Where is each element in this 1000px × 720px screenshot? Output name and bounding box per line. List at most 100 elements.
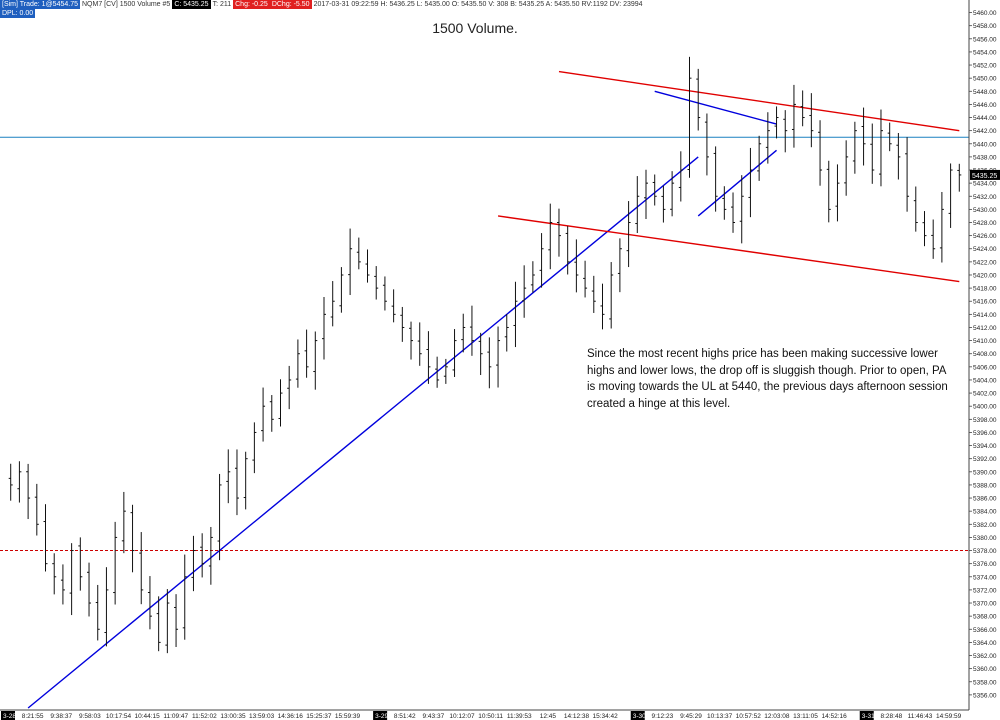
y-tick-label: 5378.00 — [973, 548, 997, 555]
x-tick-label: 9:58:03 — [79, 713, 101, 720]
y-tick-label: 5458.00 — [973, 23, 997, 30]
date-marker — [373, 711, 388, 720]
x-tick-label: 15:25:37 — [306, 713, 332, 720]
y-tick-label: 5438.00 — [973, 154, 997, 161]
wedge-upper-trendline — [654, 90, 777, 125]
x-tick-label: 3-28 — [3, 713, 16, 720]
y-tick-label: 5452.00 — [973, 63, 997, 70]
wedge-lower-trendline — [697, 149, 777, 217]
y-tick-label: 5386.00 — [973, 496, 997, 503]
y-tick-label: 5356.00 — [973, 692, 997, 699]
y-tick-label: 5442.00 — [973, 128, 997, 135]
x-tick-label: 10:44:15 — [134, 713, 160, 720]
y-tick-label: 5364.00 — [973, 640, 997, 647]
y-tick-label: 5440.00 — [973, 141, 997, 148]
y-tick-label: 5368.00 — [973, 614, 997, 621]
x-tick-label: 14:12:38 — [564, 713, 590, 720]
y-tick-label: 5420.00 — [973, 272, 997, 279]
y-tick-label: 5384.00 — [973, 509, 997, 516]
y-tick-label: 5416.00 — [973, 299, 997, 306]
channel-lower-trendline — [497, 215, 960, 283]
x-tick-label: 11:46:43 — [908, 713, 933, 720]
x-tick-label: 3-30 — [633, 713, 646, 720]
y-tick-label: 5414.00 — [973, 312, 997, 319]
ohlc-bars — [8, 56, 962, 654]
x-tick-label: 14:52:16 — [821, 713, 847, 720]
x-tick-label: 3-29 — [375, 713, 388, 720]
y-tick-label: 5418.00 — [973, 286, 997, 293]
y-tick-label: 5460.00 — [973, 10, 997, 17]
trendlines — [27, 70, 960, 709]
y-tick-label: 5390.00 — [973, 469, 997, 476]
header-field: Chg: -0.25 — [233, 0, 270, 9]
y-tick-label: 5372.00 — [973, 587, 997, 594]
x-tick-label: 10:50:11 — [478, 713, 503, 720]
y-tick-label: 5370.00 — [973, 601, 997, 608]
horizontal-levels — [0, 136, 969, 552]
y-tick-label: 5406.00 — [973, 364, 997, 371]
y-tick-label: 5428.00 — [973, 220, 997, 227]
header-field: NQM7 [CV] 1500 Volume #5 — [79, 0, 173, 9]
y-tick-label: 5392.00 — [973, 456, 997, 463]
date-marker — [859, 711, 874, 720]
x-tick-label: 12:45 — [540, 713, 557, 720]
support-trendline — [27, 156, 699, 709]
x-tick-label: 9:38:37 — [50, 713, 72, 720]
header-field: 2017-03-31 09:22:59 H: 5436.25 L: 5435.0… — [311, 0, 645, 9]
chart-title: 1500 Volume. — [432, 20, 518, 36]
x-tick-label: 13:00:35 — [220, 713, 246, 720]
x-tick-label: 14:59:59 — [936, 713, 962, 720]
channel-upper-trendline — [558, 70, 960, 132]
y-axis-panel — [969, 0, 1000, 720]
y-tick-label: 5362.00 — [973, 653, 997, 660]
y-tick-label: 5430.00 — [973, 207, 997, 214]
header-field: C: 5435.25 — [172, 0, 211, 9]
y-tick-label: 5374.00 — [973, 574, 997, 581]
x-tick-label: 15:59:39 — [335, 713, 361, 720]
y-tick-label: 5408.00 — [973, 351, 997, 358]
y-tick-label: 5448.00 — [973, 89, 997, 96]
header-field: DChg: -5.50 — [269, 0, 312, 9]
y-tick-label: 5426.00 — [973, 233, 997, 240]
x-tick-label: 11:09:47 — [163, 713, 188, 720]
last-price-label: 5435.25 — [972, 173, 997, 180]
y-tick-label: 5382.00 — [973, 522, 997, 529]
last-price-tag — [970, 169, 1000, 180]
date-marker — [1, 711, 15, 720]
y-tick-label: 5358.00 — [973, 679, 997, 686]
x-tick-label: 10:17:54 — [106, 713, 132, 720]
x-axis: 3-28 8:21:55 9:38:37 9:58:03 10:17:54 10:44:1… — [0, 709, 969, 720]
x-tick-label: 14:36:16 — [278, 713, 304, 720]
y-tick-label: 5450.00 — [973, 76, 997, 83]
y-tick-label: 5432.00 — [973, 194, 997, 201]
y-tick-label: 5400.00 — [973, 404, 997, 411]
x-tick-label: 10:12:07 — [449, 713, 475, 720]
y-tick-label: 5404.00 — [973, 377, 997, 384]
y-tick-label: 5444.00 — [973, 115, 997, 122]
x-tick-label: 3-31 — [862, 713, 875, 720]
y-tick-label: 5394.00 — [973, 443, 997, 450]
x-tick-label: 9:12:23 — [652, 713, 674, 720]
y-tick-label: 5398.00 — [973, 417, 997, 424]
y-tick-label: 5456.00 — [973, 36, 997, 43]
x-tick-label: 10:13:37 — [707, 713, 733, 720]
x-tick-label: 13:11:05 — [793, 713, 818, 720]
x-tick-label: 9:43:37 — [423, 713, 445, 720]
x-tick-label: 10:57:52 — [736, 713, 762, 720]
header-field: T: 211 — [210, 0, 234, 9]
y-tick-label: 5434.00 — [973, 181, 997, 188]
status-header: [Sim] Trade: 1@5454.75 NQM7 [CV] 1500 Vol… — [0, 0, 645, 9]
y-tick-label: 5396.00 — [973, 430, 997, 437]
x-tick-label: 8:21:55 — [22, 713, 44, 720]
x-tick-label: 8:28:48 — [881, 713, 903, 720]
date-marker — [630, 711, 645, 720]
y-tick-label: 5412.00 — [973, 325, 997, 332]
y-tick-label: 5388.00 — [973, 482, 997, 489]
x-tick-label: 12:03:08 — [764, 713, 790, 720]
y-tick-label: 5402.00 — [973, 391, 997, 398]
x-tick-label: 15:34:42 — [592, 713, 618, 720]
x-tick-label: 13:59:03 — [249, 713, 275, 720]
y-axis: 5356.00 5358.00 5360.00 5362.00 5364.00 5366.… — [968, 0, 1000, 720]
y-tick-label: 5424.00 — [973, 246, 997, 253]
